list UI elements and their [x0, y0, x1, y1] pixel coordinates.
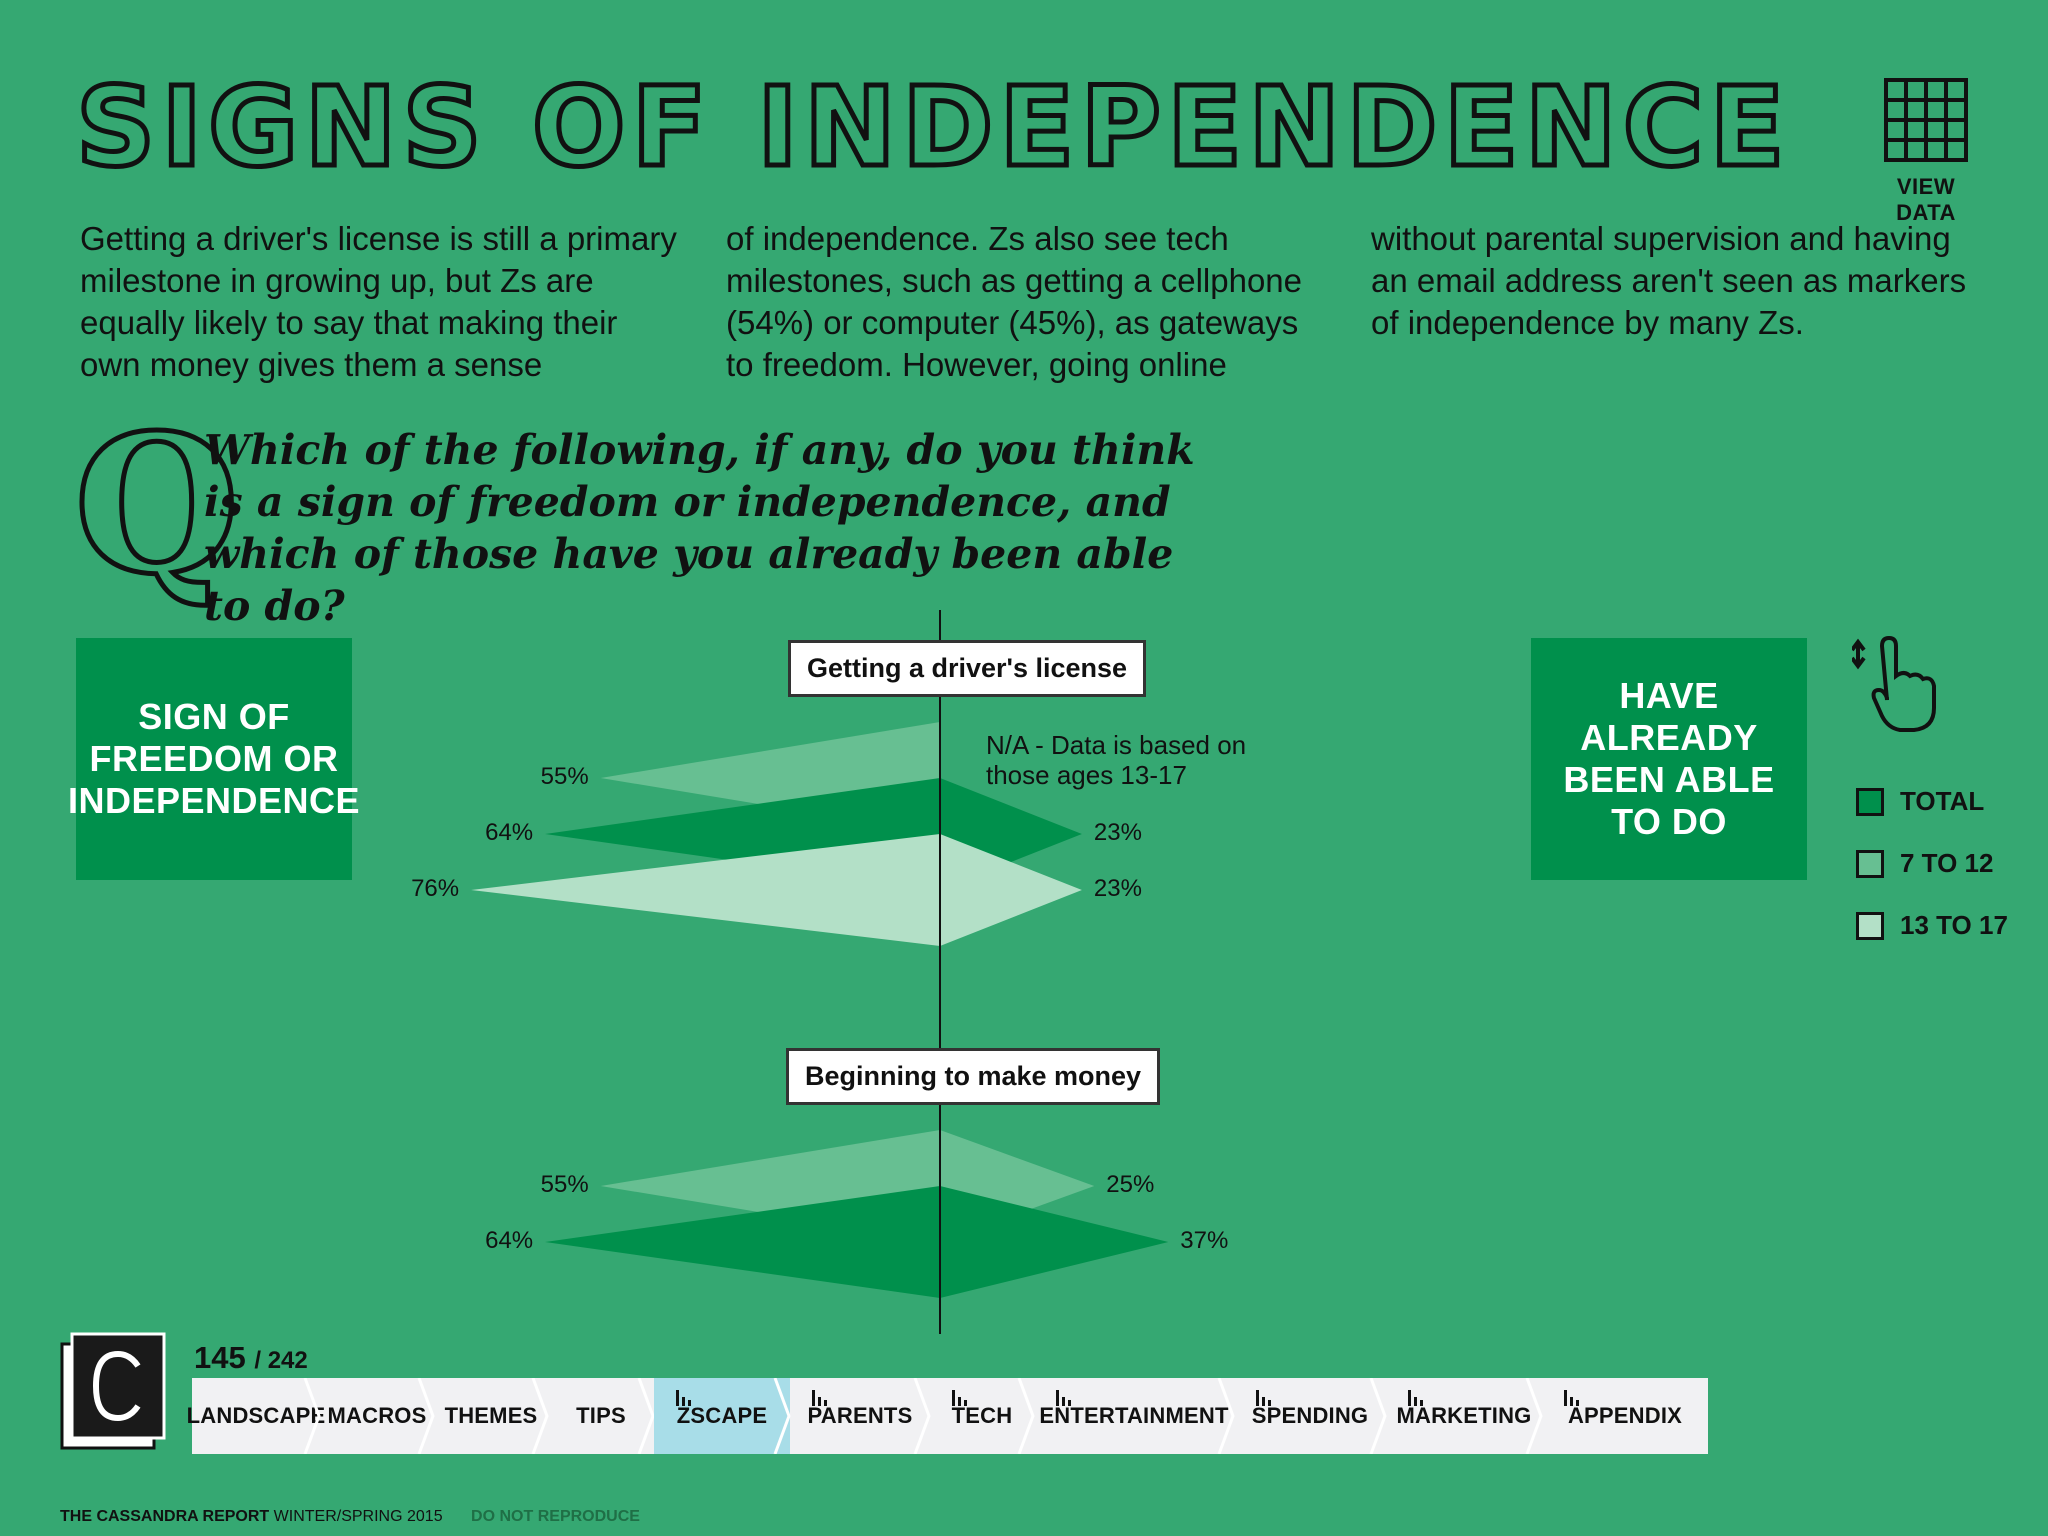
- done-value-label: 23%: [1093, 875, 1142, 902]
- sign-value-label: 76%: [411, 875, 460, 902]
- cassandra-logo-icon[interactable]: [60, 1332, 166, 1450]
- chevron-right-icon: [303, 1378, 321, 1454]
- hand-pointer-icon: [1852, 636, 1936, 732]
- nav-tab-label: SPENDING: [1251, 1403, 1369, 1428]
- chevron-right-icon: [531, 1378, 549, 1454]
- done-bar-0-13-to-17: [940, 834, 1082, 946]
- view-data-label: VIEW DATA: [1896, 174, 1956, 225]
- done-bar-1-total: [940, 1186, 1169, 1298]
- already-done-label: HAVE ALREADY BEEN ABLE TO DO: [1563, 675, 1775, 842]
- footer-brand: THE CASSANDRA REPORT: [60, 1508, 270, 1525]
- sign-value-label: 64%: [485, 819, 534, 846]
- sign-bar-1-total: [545, 1186, 940, 1298]
- nav-tab-label: ZSCAPE: [676, 1403, 768, 1428]
- nav-tab-marketing[interactable]: MARKETING: [1386, 1378, 1543, 1454]
- bar-chart-icon: [676, 1390, 691, 1406]
- legend-label: 13 TO 17: [1900, 910, 2008, 940]
- nav-tab-label: TIPS: [576, 1403, 626, 1428]
- grid-icon: [1884, 78, 1968, 162]
- legend-label: 7 TO 12: [1900, 848, 1994, 878]
- chevron-right-icon: [637, 1378, 655, 1454]
- footer-edition: WINTER/SPRING 2015: [273, 1508, 443, 1525]
- sign-of-freedom-box: SIGN OF FREEDOM OR INDEPENDENCE: [68, 638, 360, 880]
- na-note: N/A - Data is based on those ages 13-17: [986, 730, 1247, 790]
- legend-item: TOTAL: [1856, 786, 1984, 817]
- done-value-label: 37%: [1180, 1227, 1229, 1254]
- legend-swatch: [1856, 911, 1884, 940]
- already-done-box: HAVE ALREADY BEEN ABLE TO DO: [1531, 638, 1807, 880]
- chevron-right-icon: [1017, 1378, 1035, 1454]
- sign-value-label: 64%: [485, 1227, 534, 1254]
- category-label: Getting a driver's license: [788, 640, 1147, 697]
- page-title: SIGNS OF INDEPENDENCE: [74, 63, 1791, 191]
- bar-chart-icon: [1056, 1390, 1071, 1406]
- bar-chart-icon: [952, 1390, 967, 1406]
- footer-notice: DO NOT REPRODUCE: [471, 1508, 640, 1525]
- bar-chart-icon: [1256, 1390, 1271, 1406]
- section-nav: LANDSCAPE MACROS THEMES TIPS ZSCAPE PARENTS TE…: [187, 1378, 1708, 1454]
- category-label: Beginning to make money: [786, 1048, 1161, 1105]
- page-current: 145: [194, 1340, 246, 1375]
- sign-value-label: 55%: [540, 763, 589, 790]
- nav-tab-parents[interactable]: PARENTS: [790, 1378, 931, 1454]
- nav-tab-tips[interactable]: TIPS: [548, 1378, 655, 1454]
- sign-of-freedom-label: SIGN OF FREEDOM OR INDEPENDENCE: [67, 696, 361, 821]
- nav-tab-spending[interactable]: SPENDING: [1234, 1378, 1387, 1454]
- nav-tab-zscape[interactable]: ZSCAPE: [654, 1378, 791, 1454]
- intro-column-3: without parental supervision and having …: [1371, 220, 1967, 341]
- intro-column-2: of independence. Zs also see tech milest…: [726, 220, 1303, 383]
- page-total: / 242: [254, 1347, 308, 1374]
- page-number: 145 / 242: [194, 1340, 308, 1376]
- intro-column-1: Getting a driver's license is still a pr…: [80, 220, 677, 383]
- done-value-label: 23%: [1093, 819, 1142, 846]
- bar-chart-icon: [1408, 1390, 1423, 1406]
- legend-swatch: [1856, 787, 1884, 816]
- chevron-right-icon: [773, 1378, 791, 1454]
- nav-tab-label: APPENDIX: [1567, 1403, 1683, 1428]
- sign-value-label: 55%: [540, 1171, 589, 1198]
- chevron-right-icon: [1525, 1378, 1543, 1454]
- nav-tab-label: ENTERTAINMENT: [1039, 1403, 1229, 1428]
- nav-tab-macros[interactable]: MACROS: [320, 1378, 435, 1454]
- nav-tab-label: LANDSCAPE: [186, 1403, 326, 1428]
- chevron-right-icon: [1369, 1378, 1387, 1454]
- question-text: Which of the following, if any, do you t…: [204, 426, 1195, 630]
- nav-tab-label: PARENTS: [807, 1403, 913, 1428]
- butterfly-chart: [471, 610, 1169, 1334]
- view-data-button[interactable]: VIEW DATA: [1876, 78, 1976, 226]
- legend-item: 13 TO 17: [1856, 910, 2008, 941]
- done-value-label: 25%: [1106, 1171, 1155, 1198]
- chevron-right-icon: [1217, 1378, 1235, 1454]
- nav-tab-label: THEMES: [444, 1403, 538, 1428]
- nav-tab-entertainment[interactable]: ENTERTAINMENT: [1034, 1378, 1235, 1454]
- question-letter: Q: [72, 393, 243, 616]
- nav-tab-label: TECH: [951, 1403, 1013, 1428]
- legend-swatch: [1856, 849, 1884, 878]
- chevron-right-icon: [913, 1378, 931, 1454]
- legend-label: TOTAL: [1900, 786, 1985, 816]
- legend-item: 7 TO 12: [1856, 848, 1993, 879]
- nav-tab-tech[interactable]: TECH: [930, 1378, 1035, 1454]
- nav-tab-themes[interactable]: THEMES: [434, 1378, 549, 1454]
- nav-tab-appendix[interactable]: APPENDIX: [1542, 1378, 1708, 1454]
- sign-bar-0-13-to-17: [471, 834, 940, 946]
- nav-tab-landscape[interactable]: LANDSCAPE: [187, 1378, 325, 1454]
- nav-tab-label: MARKETING: [1396, 1403, 1532, 1428]
- footer: THE CASSANDRA REPORT WINTER/SPRING 2015 …: [60, 1508, 640, 1526]
- nav-tab-label: MACROS: [327, 1403, 427, 1428]
- chevron-right-icon: [417, 1378, 435, 1454]
- bar-chart-icon: [1564, 1390, 1579, 1406]
- bar-chart-icon: [812, 1390, 827, 1406]
